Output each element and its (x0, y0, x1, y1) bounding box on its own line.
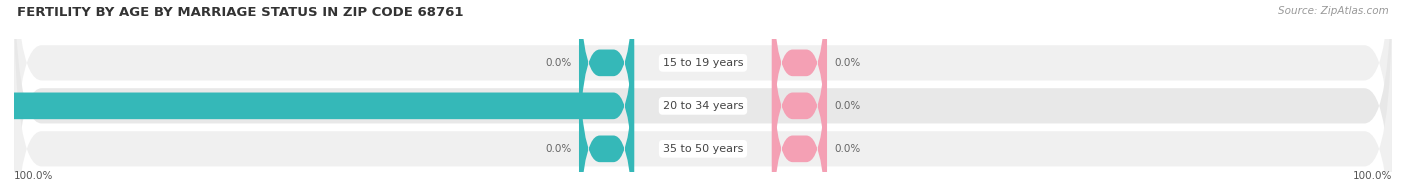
Text: 15 to 19 years: 15 to 19 years (662, 58, 744, 68)
Text: 35 to 50 years: 35 to 50 years (662, 144, 744, 154)
Text: FERTILITY BY AGE BY MARRIAGE STATUS IN ZIP CODE 68761: FERTILITY BY AGE BY MARRIAGE STATUS IN Z… (17, 6, 464, 19)
Text: 0.0%: 0.0% (834, 101, 860, 111)
Text: Source: ZipAtlas.com: Source: ZipAtlas.com (1278, 6, 1389, 16)
Text: 100.0%: 100.0% (14, 171, 53, 181)
Text: 0.0%: 0.0% (546, 144, 572, 154)
FancyBboxPatch shape (14, 0, 1392, 196)
Text: 0.0%: 0.0% (834, 144, 860, 154)
FancyBboxPatch shape (0, 0, 634, 196)
Text: 0.0%: 0.0% (834, 58, 860, 68)
FancyBboxPatch shape (14, 0, 1392, 196)
FancyBboxPatch shape (772, 0, 827, 179)
Text: 20 to 34 years: 20 to 34 years (662, 101, 744, 111)
FancyBboxPatch shape (579, 33, 634, 196)
FancyBboxPatch shape (772, 0, 827, 196)
FancyBboxPatch shape (579, 0, 634, 179)
FancyBboxPatch shape (772, 33, 827, 196)
FancyBboxPatch shape (14, 0, 1392, 196)
Text: 100.0%: 100.0% (1353, 171, 1392, 181)
Text: 0.0%: 0.0% (546, 58, 572, 68)
